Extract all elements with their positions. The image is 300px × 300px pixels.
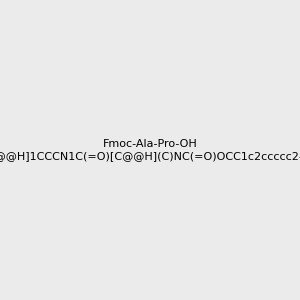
Text: Fmoc-Ala-Pro-OH
OC(=O)[C@@H]1CCCN1C(=O)[C@@H](C)NC(=O)OCC1c2ccccc2-c2ccccc21: Fmoc-Ala-Pro-OH OC(=O)[C@@H]1CCCN1C(=O)[…: [0, 139, 300, 161]
